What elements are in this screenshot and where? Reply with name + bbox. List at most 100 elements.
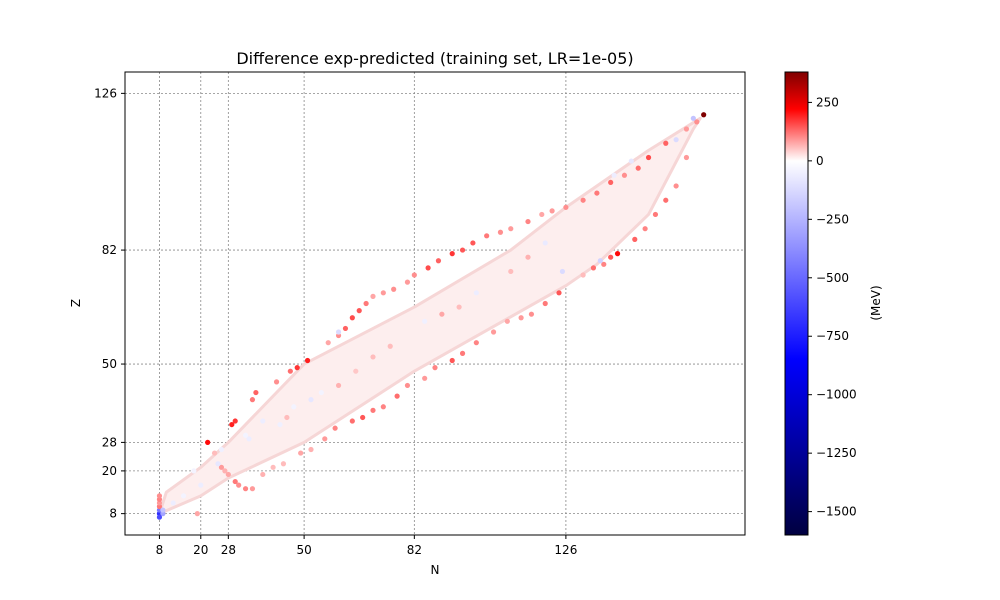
data-point — [242, 486, 249, 492]
data-point — [335, 382, 342, 389]
data-point — [335, 332, 342, 339]
data-point — [380, 290, 386, 296]
data-point — [504, 318, 510, 324]
x-axis-ticks: 8 20 28 50 82 126 — [156, 535, 577, 557]
data-point — [322, 436, 328, 442]
colorbar-label: (MeV) — [869, 285, 883, 320]
data-point — [349, 315, 355, 321]
data-point — [694, 119, 700, 125]
data-point — [404, 279, 411, 285]
data-point — [525, 254, 531, 260]
data-point — [284, 414, 290, 421]
data-point — [556, 290, 562, 296]
data-point — [218, 446, 225, 453]
data-point — [304, 357, 311, 364]
data-point — [439, 311, 445, 317]
grid-lines — [125, 72, 745, 535]
data-point — [287, 368, 293, 374]
data-point — [597, 258, 603, 264]
data-point — [539, 211, 545, 218]
data-point — [642, 226, 648, 232]
x-tick-label: 20 — [193, 543, 208, 557]
data-point — [652, 211, 659, 218]
data-point — [156, 514, 163, 520]
colorbar-tick-label: −500 — [816, 271, 849, 285]
data-point — [242, 432, 249, 438]
chart-title: Difference exp-predicted (training set, … — [236, 49, 633, 68]
x-axis-label: N — [431, 563, 440, 577]
data-point — [673, 137, 679, 143]
data-point — [298, 450, 304, 456]
data-point — [170, 500, 176, 506]
data-point — [360, 414, 366, 421]
data-point — [260, 418, 266, 424]
data-point — [335, 329, 342, 335]
y-tick-label: 126 — [94, 86, 117, 100]
data-point — [270, 464, 276, 470]
data-point — [663, 140, 669, 146]
data-point — [308, 446, 314, 453]
data-point — [363, 300, 369, 307]
data-point — [332, 425, 338, 431]
colorbar-tick-label: −750 — [816, 329, 849, 343]
y-tick-label: 28 — [102, 435, 117, 449]
data-point — [528, 311, 535, 317]
data-point — [497, 229, 504, 235]
data-point — [387, 343, 393, 349]
data-point — [308, 397, 314, 403]
x-tick-label: 126 — [554, 543, 577, 557]
data-point — [236, 482, 242, 488]
data-point — [370, 354, 376, 360]
colorbar-tick-label: −250 — [816, 212, 849, 226]
data-point — [683, 126, 690, 132]
data-point — [611, 172, 617, 178]
data-point — [294, 365, 300, 371]
nuclide-band-area — [157, 116, 702, 516]
data-point — [232, 418, 238, 424]
data-point — [525, 218, 531, 225]
data-point — [353, 368, 359, 374]
nuclide-band — [157, 116, 702, 516]
data-point — [508, 268, 514, 275]
data-point — [205, 439, 211, 445]
data-point — [549, 208, 555, 214]
data-point — [253, 389, 259, 396]
data-point — [273, 379, 280, 385]
data-point — [198, 482, 204, 488]
data-point — [422, 318, 428, 324]
data-point — [180, 493, 187, 499]
x-tick-label: 28 — [221, 543, 236, 557]
data-point — [518, 315, 524, 321]
data-point — [191, 468, 197, 474]
y-tick-label: 8 — [109, 507, 117, 521]
x-tick-label: 50 — [296, 543, 311, 557]
colorbar-ticks: 250 0 −250 −500 −750 −1000 −1250 −1500 — [808, 95, 857, 519]
data-point — [470, 240, 476, 246]
plot-frame — [124, 71, 746, 536]
data-point — [156, 500, 163, 506]
data-point — [380, 404, 386, 410]
data-point — [635, 165, 641, 171]
data-point — [249, 397, 256, 403]
data-point — [356, 308, 362, 314]
data-point — [156, 493, 163, 499]
data-point — [260, 471, 266, 478]
data-point — [194, 511, 200, 517]
data-point — [559, 268, 566, 275]
data-point — [621, 172, 628, 178]
data-point — [580, 197, 586, 203]
data-point — [608, 179, 614, 186]
data-point — [701, 112, 707, 118]
data-point — [225, 471, 231, 478]
colorbar-tick-label: −1250 — [816, 446, 857, 460]
data-point — [608, 254, 614, 260]
y-tick-label: 82 — [102, 243, 117, 257]
data-point — [456, 304, 462, 310]
y-tick-label: 20 — [102, 464, 117, 478]
y-axis-ticks: 8 20 28 50 82 126 — [94, 86, 125, 521]
data-point — [490, 329, 497, 335]
data-point — [411, 272, 417, 278]
data-point — [160, 507, 166, 513]
data-point — [542, 240, 548, 246]
